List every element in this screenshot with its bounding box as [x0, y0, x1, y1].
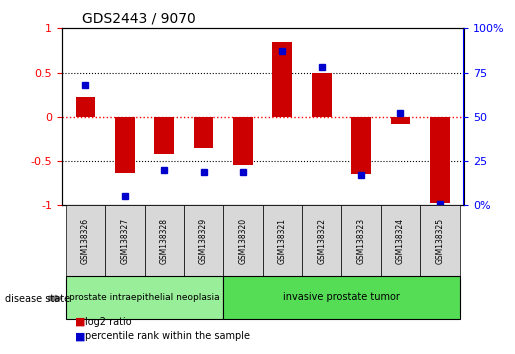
Bar [312, 73, 332, 117]
Text: GSM138323: GSM138323 [356, 218, 366, 264]
Text: invasive prostate tumor: invasive prostate tumor [283, 292, 400, 302]
Text: GSM138327: GSM138327 [121, 218, 129, 264]
Bar [115, 117, 134, 172]
Bar [430, 117, 450, 202]
Text: ■: ■ [75, 317, 85, 327]
FancyBboxPatch shape [263, 205, 302, 276]
Text: prostate intraepithelial neoplasia: prostate intraepithelial neoplasia [69, 293, 220, 302]
FancyBboxPatch shape [105, 205, 145, 276]
Bar [194, 117, 213, 148]
Text: log2 ratio: log2 ratio [85, 317, 132, 327]
Text: GSM138320: GSM138320 [238, 218, 248, 264]
Bar [272, 42, 292, 117]
FancyBboxPatch shape [66, 205, 105, 276]
Text: GSM138329: GSM138329 [199, 218, 208, 264]
FancyBboxPatch shape [145, 205, 184, 276]
FancyBboxPatch shape [66, 276, 224, 319]
FancyBboxPatch shape [420, 205, 459, 276]
Text: percentile rank within the sample: percentile rank within the sample [85, 331, 250, 341]
Text: GSM138326: GSM138326 [81, 218, 90, 264]
Text: ■: ■ [75, 331, 85, 341]
Bar [391, 117, 410, 124]
Text: GSM138322: GSM138322 [317, 218, 326, 264]
FancyBboxPatch shape [184, 205, 224, 276]
FancyBboxPatch shape [302, 205, 341, 276]
Text: disease state: disease state [5, 294, 70, 304]
FancyBboxPatch shape [224, 276, 459, 319]
FancyBboxPatch shape [381, 205, 420, 276]
FancyArrow shape [49, 295, 62, 302]
FancyBboxPatch shape [224, 205, 263, 276]
Bar [154, 117, 174, 154]
Bar [351, 117, 371, 175]
FancyBboxPatch shape [341, 205, 381, 276]
Bar [233, 117, 253, 166]
Text: GDS2443 / 9070: GDS2443 / 9070 [82, 12, 196, 26]
Text: GSM138324: GSM138324 [396, 218, 405, 264]
Text: GSM138328: GSM138328 [160, 218, 169, 264]
Text: GSM138325: GSM138325 [435, 218, 444, 264]
Text: GSM138321: GSM138321 [278, 218, 287, 264]
Bar [76, 97, 95, 117]
